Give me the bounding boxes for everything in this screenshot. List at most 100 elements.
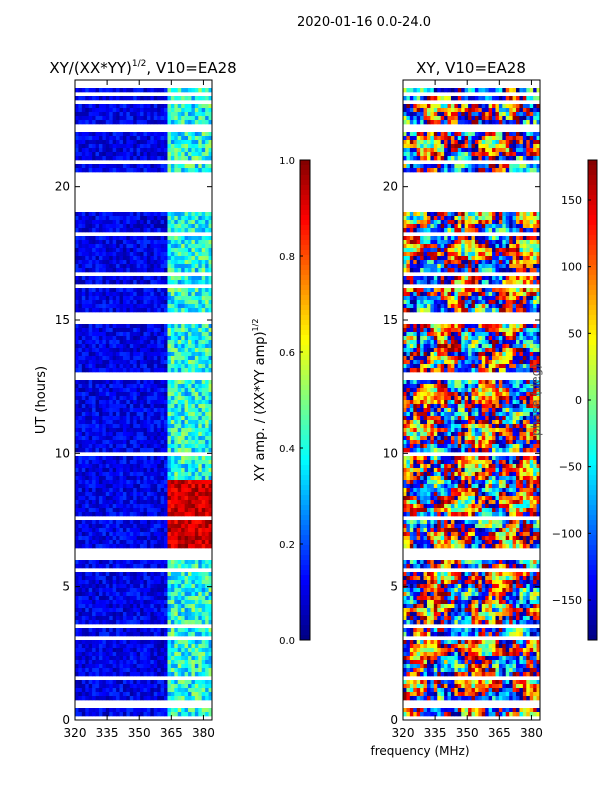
- heatmap-cell: [194, 584, 199, 589]
- heatmap-cell: [146, 584, 151, 589]
- heatmap-cell: [194, 216, 199, 221]
- heatmap-cell: [153, 168, 158, 173]
- heatmap-cell: [140, 364, 144, 369]
- colorbar-swatch: [300, 240, 310, 246]
- heatmap-cell: [143, 572, 148, 577]
- heatmap-cell: [201, 668, 206, 673]
- heatmap-cell: [198, 528, 203, 533]
- heatmap-cell: [177, 472, 182, 477]
- heatmap-cell: [184, 368, 189, 373]
- heatmap-cell: [167, 484, 172, 489]
- heatmap-cell: [81, 256, 86, 261]
- heatmap-cell: [140, 268, 144, 273]
- heatmap-cell: [75, 564, 79, 569]
- heatmap-cell: [194, 120, 199, 125]
- heatmap-cell: [112, 592, 117, 597]
- heatmap-cell: [150, 276, 155, 281]
- heatmap-cell: [208, 464, 213, 469]
- heatmap-cell: [174, 408, 179, 413]
- heatmap-cell: [126, 664, 131, 669]
- heatmap-cell: [75, 140, 79, 145]
- heatmap-cell: [153, 712, 158, 717]
- heatmap-cell: [191, 324, 196, 329]
- heatmap-cell: [81, 684, 86, 689]
- heatmap-cell: [160, 120, 165, 125]
- heatmap-cell: [119, 308, 124, 313]
- heatmap-cell: [198, 432, 203, 437]
- heatmap-cell: [157, 280, 161, 285]
- heatmap-cell: [105, 364, 110, 369]
- heatmap-cell: [109, 132, 114, 137]
- heatmap-cell: [88, 168, 93, 173]
- heatmap-cell: [170, 520, 175, 525]
- heatmap-cell: [181, 472, 185, 477]
- heatmap-cell: [78, 640, 83, 645]
- heatmap-cell: [133, 628, 137, 633]
- heatmap-cell: [140, 612, 144, 617]
- heatmap-cell: [129, 400, 134, 405]
- heatmap-cell: [150, 388, 155, 393]
- heatmap-cell: [92, 656, 96, 661]
- heatmap-cell: [133, 620, 137, 625]
- heatmap-cell: [201, 560, 206, 565]
- heatmap-cell: [205, 236, 209, 241]
- heatmap-cell: [177, 216, 182, 221]
- heatmap-cell: [85, 592, 90, 597]
- heatmap-cell: [133, 488, 137, 493]
- heatmap-cell: [157, 424, 161, 429]
- heatmap-cell: [129, 656, 134, 661]
- heatmap-cell: [143, 432, 148, 437]
- heatmap-cell: [146, 492, 151, 497]
- heatmap-cell: [78, 328, 83, 333]
- heatmap-cell: [181, 648, 185, 653]
- heatmap-cell: [143, 300, 148, 305]
- heatmap-cell: [136, 656, 141, 661]
- heatmap-cell: [95, 644, 100, 649]
- heatmap-cell: [129, 448, 134, 453]
- heatmap-cell: [181, 460, 185, 465]
- heatmap-cell: [133, 400, 137, 405]
- heatmap-cell: [95, 296, 100, 301]
- heatmap-cell: [122, 632, 127, 637]
- heatmap-cell: [133, 252, 137, 257]
- heatmap-cell: [208, 496, 213, 501]
- heatmap-cell: [208, 280, 213, 285]
- heatmap-cell: [184, 340, 189, 345]
- heatmap-cell: [164, 684, 168, 689]
- heatmap-cell: [177, 132, 182, 137]
- heatmap-cell: [143, 168, 148, 173]
- heatmap-cell: [102, 344, 107, 349]
- heatmap-cell: [102, 212, 107, 217]
- heatmap-cell: [126, 228, 131, 233]
- heatmap-cell: [205, 260, 209, 265]
- heatmap-cell: [98, 356, 103, 361]
- heatmap-cell: [157, 356, 161, 361]
- heatmap-cell: [105, 240, 110, 245]
- heatmap-cell: [157, 96, 161, 101]
- heatmap-cell: [88, 656, 93, 661]
- heatmap-cell: [126, 588, 131, 593]
- heatmap-cell: [170, 368, 175, 373]
- heatmap-cell: [153, 572, 158, 577]
- heatmap-cell: [129, 512, 134, 517]
- heatmap-cell: [81, 384, 86, 389]
- heatmap-cell: [164, 364, 168, 369]
- heatmap-cell: [143, 104, 148, 109]
- heatmap-cell: [129, 664, 134, 669]
- heatmap-cell: [150, 108, 155, 113]
- heatmap-cell: [205, 564, 209, 569]
- heatmap-cell: [88, 352, 93, 357]
- heatmap-cell: [160, 656, 165, 661]
- heatmap-cell: [143, 640, 148, 645]
- heatmap-cell: [167, 388, 172, 393]
- heatmap-cell: [153, 116, 158, 121]
- heatmap-cell: [205, 388, 209, 393]
- heatmap-cell: [102, 384, 107, 389]
- heatmap-cell: [153, 276, 158, 281]
- heatmap-cell: [170, 592, 175, 597]
- heatmap-cell: [119, 332, 124, 337]
- heatmap-cell: [170, 432, 175, 437]
- heatmap-cell: [102, 352, 107, 357]
- heatmap-cell: [188, 364, 192, 369]
- heatmap-cell: [177, 392, 182, 397]
